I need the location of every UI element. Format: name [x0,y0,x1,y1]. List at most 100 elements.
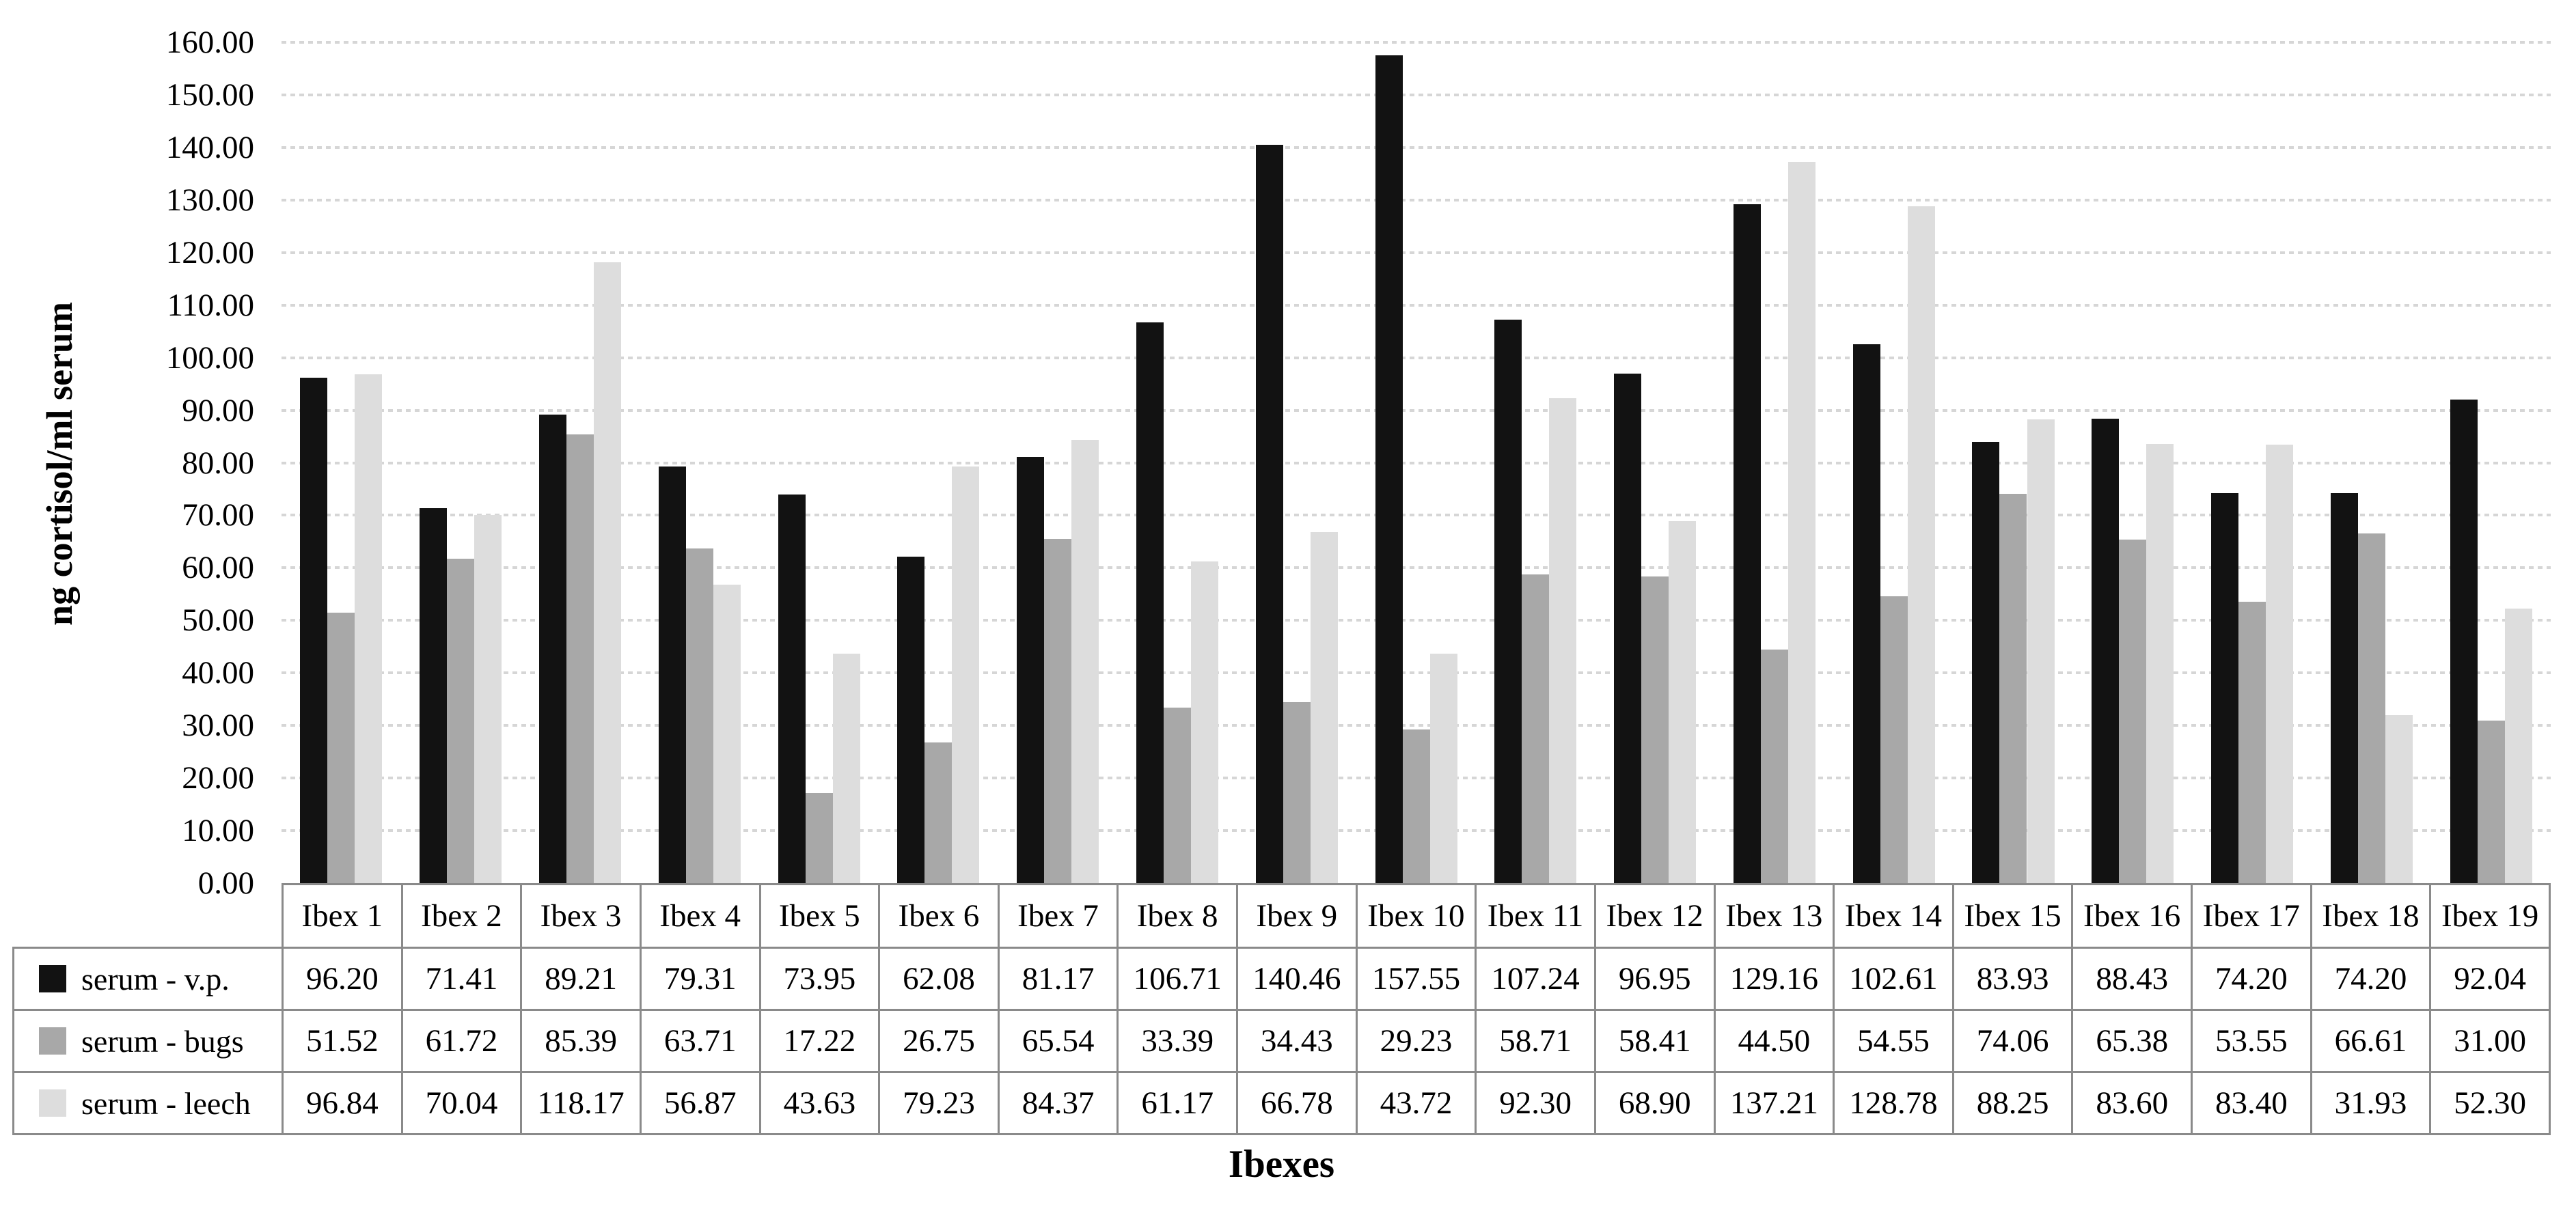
gridline [282,566,2551,570]
table-header-cell: Ibex 13 [1713,883,1835,949]
bar [2385,715,2413,883]
table-header-cell: Ibex 5 [758,883,881,949]
table-value-cell: 106.71 [1116,947,1238,1011]
y-tick-label: 70.00 [182,497,254,533]
bar [2238,602,2266,883]
table-header-cell: Ibex 14 [1833,883,1954,949]
table-value-cell: 79.23 [878,1071,1000,1135]
bar [538,414,566,883]
legend-swatch [39,964,66,992]
bar [1669,520,1697,883]
table-value-cell: 79.31 [639,947,761,1011]
table-header-cell: Ibex 3 [520,883,642,949]
y-tick-label: 110.00 [167,287,254,323]
bar [1522,574,1550,883]
table-corner-cell [13,884,284,949]
table-value-cell: 96.95 [1593,947,1716,1011]
bar [1614,374,1641,883]
bar [2027,419,2055,883]
bar [2146,443,2174,883]
gridline [282,198,2551,201]
table-value-cell: 66.61 [2310,1009,2432,1073]
table-row: serum - leech 96.84 70.04 118.17 56.87 43.63 7… [12,1071,2551,1135]
bar [1760,649,1788,883]
table-value-cell: 89.21 [520,947,642,1011]
table-value-cell: 33.39 [1116,1009,1238,1073]
table-value-cell: 92.04 [2429,947,2551,1011]
table-value-cell: 71.41 [400,947,523,1011]
bar [897,557,925,883]
table-value-cell: 157.55 [1355,947,1477,1011]
table-value-cell: 88.43 [2071,947,2193,1011]
table-value-cell: 54.55 [1833,1009,1954,1073]
bar [327,612,355,883]
y-tick-label: 50.00 [182,602,254,639]
table-value-cell: 83.40 [2191,1071,2312,1135]
bar [1429,653,1457,883]
table-row: serum - v.p. 96.20 71.41 89.21 79.31 73.95 62.… [12,947,2551,1011]
table-value-cell: 53.55 [2191,1009,2312,1073]
bar [1787,162,1815,883]
table-value-cell: 43.72 [1355,1071,1477,1135]
table-value-cell: 74.20 [2310,947,2432,1011]
table-value-cell: 61.17 [1116,1071,1238,1135]
table-value-cell: 81.17 [997,947,1119,1011]
table-value-cell: 96.20 [282,947,403,1011]
bar [1136,322,1164,883]
bar [952,467,980,883]
y-tick-label: 90.00 [182,392,254,428]
gridline [282,671,2551,675]
bar [778,495,806,883]
bar [594,262,621,883]
table-value-cell: 137.21 [1713,1071,1835,1135]
table-value-cell: 62.08 [878,947,1000,1011]
table-value-cell: 96.84 [282,1071,403,1135]
table-header-cell: Ibex 2 [400,883,523,949]
table-value-cell: 66.78 [1236,1071,1358,1135]
bar [566,434,594,883]
data-table: Ibex 1 Ibex 2 Ibex 3 Ibex 4 Ibex 5 Ibex 6 Ibex… [12,883,2551,1135]
bar [1071,439,1099,883]
table-header-cell: Ibex 4 [639,883,761,949]
bar [1641,576,1669,883]
bar [1549,398,1577,883]
table-value-cell: 56.87 [639,1071,761,1135]
table-value-cell: 26.75 [878,1009,1000,1073]
bar [832,654,860,883]
table-header-cell: Ibex 7 [997,883,1119,949]
bar [658,466,686,883]
table-row: serum - bugs 51.52 61.72 85.39 63.71 17.22 26.… [12,1009,2551,1073]
table-value-cell: 68.90 [1593,1071,1716,1135]
table-header-cell: Ibex 10 [1355,883,1477,949]
bar [1283,702,1311,883]
y-tick-label: 100.00 [165,339,254,376]
bar [1999,494,2027,883]
bar [685,548,713,883]
gridline [282,41,2551,44]
bar [1017,456,1045,883]
bar [1880,596,1908,883]
bar [300,377,328,883]
bar [2450,399,2478,883]
bar [2330,493,2358,883]
table-value-cell: 34.43 [1236,1009,1358,1073]
table-value-cell: 84.37 [997,1071,1119,1135]
y-tick-label: 30.00 [182,708,254,744]
table-value-cell: 85.39 [520,1009,642,1073]
table-header-cell: Ibex 18 [2310,883,2432,949]
bar [1402,729,1430,883]
bar [420,507,448,883]
table-value-cell: 129.16 [1713,947,1835,1011]
table-header-cell: Ibex 17 [2191,883,2312,949]
bar [1044,538,1072,883]
bar [355,374,383,883]
gridline [282,461,2551,464]
gridline [282,93,2551,96]
legend-label: serum - bugs [81,1023,244,1059]
bar [805,792,833,883]
legend-label: serum - v.p. [81,961,230,997]
table-header-cell: Ibex 19 [2429,883,2551,949]
legend-swatch [39,1089,66,1117]
table-header-cell: Ibex 6 [878,883,1000,949]
